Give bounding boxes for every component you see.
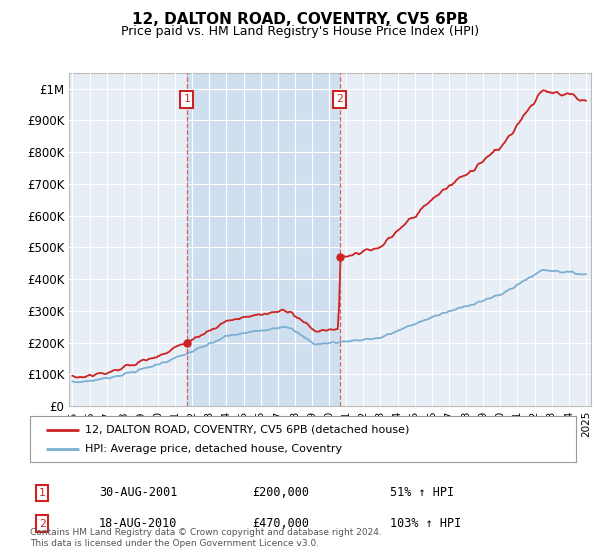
Text: 1: 1 bbox=[183, 95, 190, 105]
Text: 1: 1 bbox=[38, 488, 46, 498]
Text: 12, DALTON ROAD, COVENTRY, CV5 6PB: 12, DALTON ROAD, COVENTRY, CV5 6PB bbox=[132, 12, 468, 27]
Text: 103% ↑ HPI: 103% ↑ HPI bbox=[390, 517, 461, 530]
Text: 18-AUG-2010: 18-AUG-2010 bbox=[99, 517, 178, 530]
Text: 51% ↑ HPI: 51% ↑ HPI bbox=[390, 486, 454, 500]
Text: 2: 2 bbox=[38, 519, 46, 529]
Text: Price paid vs. HM Land Registry's House Price Index (HPI): Price paid vs. HM Land Registry's House … bbox=[121, 25, 479, 38]
Text: £200,000: £200,000 bbox=[252, 486, 309, 500]
Text: 2: 2 bbox=[337, 95, 343, 105]
Bar bbox=[187, 73, 340, 406]
Text: 30-AUG-2001: 30-AUG-2001 bbox=[99, 486, 178, 500]
Text: 12, DALTON ROAD, COVENTRY, CV5 6PB (detached house): 12, DALTON ROAD, COVENTRY, CV5 6PB (deta… bbox=[85, 425, 409, 435]
Text: HPI: Average price, detached house, Coventry: HPI: Average price, detached house, Cove… bbox=[85, 444, 342, 454]
Text: Contains HM Land Registry data © Crown copyright and database right 2024.
This d: Contains HM Land Registry data © Crown c… bbox=[30, 528, 382, 548]
Text: £470,000: £470,000 bbox=[252, 517, 309, 530]
